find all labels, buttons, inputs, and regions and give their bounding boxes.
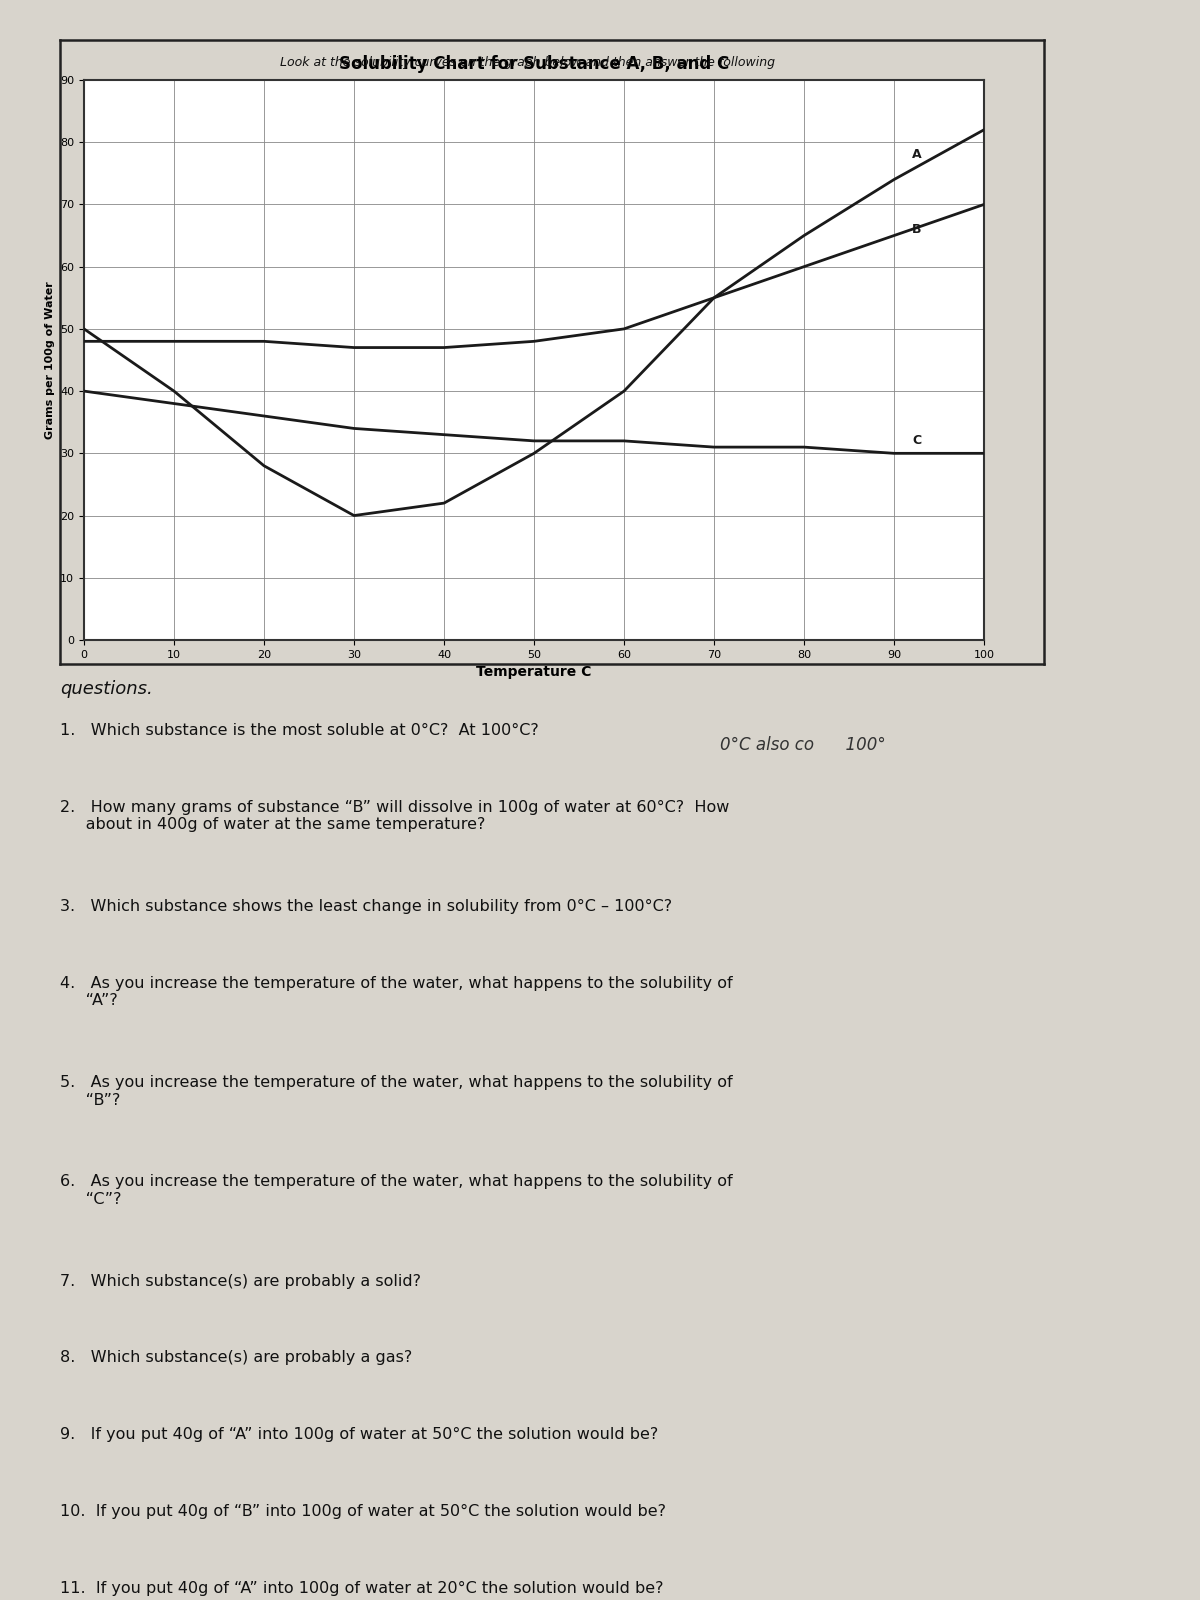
Text: B: B	[912, 222, 922, 235]
Text: 10.  If you put 40g of “B” into 100g of water at 50°C the solution would be?: 10. If you put 40g of “B” into 100g of w…	[60, 1504, 666, 1518]
Y-axis label: Grams per 100g of Water: Grams per 100g of Water	[44, 282, 54, 438]
Text: questions.: questions.	[60, 680, 152, 698]
Text: 6.   As you increase the temperature of the water, what happens to the solubilit: 6. As you increase the temperature of th…	[60, 1174, 733, 1206]
Text: Look at the solubility curves on the graph below and then answer the following: Look at the solubility curves on the gra…	[281, 56, 775, 69]
Text: 8.   Which substance(s) are probably a gas?: 8. Which substance(s) are probably a gas…	[60, 1350, 413, 1365]
Text: 11.  If you put 40g of “A” into 100g of water at 20°C the solution would be?: 11. If you put 40g of “A” into 100g of w…	[60, 1581, 664, 1595]
Title: Solubility Chart for Substance A, B, and C: Solubility Chart for Substance A, B, and…	[338, 54, 730, 74]
X-axis label: Temperature C: Temperature C	[476, 666, 592, 680]
Text: 1.   Which substance is the most soluble at 0°C?  At 100°C?: 1. Which substance is the most soluble a…	[60, 723, 539, 738]
Text: 2.   How many grams of substance “B” will dissolve in 100g of water at 60°C?  Ho: 2. How many grams of substance “B” will …	[60, 800, 730, 832]
Text: A: A	[912, 149, 922, 162]
Text: 9.   If you put 40g of “A” into 100g of water at 50°C the solution would be?: 9. If you put 40g of “A” into 100g of wa…	[60, 1427, 659, 1442]
Text: 5.   As you increase the temperature of the water, what happens to the solubilit: 5. As you increase the temperature of th…	[60, 1075, 733, 1107]
Text: 3.   Which substance shows the least change in solubility from 0°C – 100°C?: 3. Which substance shows the least chang…	[60, 899, 672, 914]
Text: 4.   As you increase the temperature of the water, what happens to the solubilit: 4. As you increase the temperature of th…	[60, 976, 733, 1008]
Text: 7.   Which substance(s) are probably a solid?: 7. Which substance(s) are probably a sol…	[60, 1274, 421, 1288]
Text: 0°C also co      100°: 0°C also co 100°	[720, 736, 886, 754]
Text: C: C	[912, 434, 922, 448]
